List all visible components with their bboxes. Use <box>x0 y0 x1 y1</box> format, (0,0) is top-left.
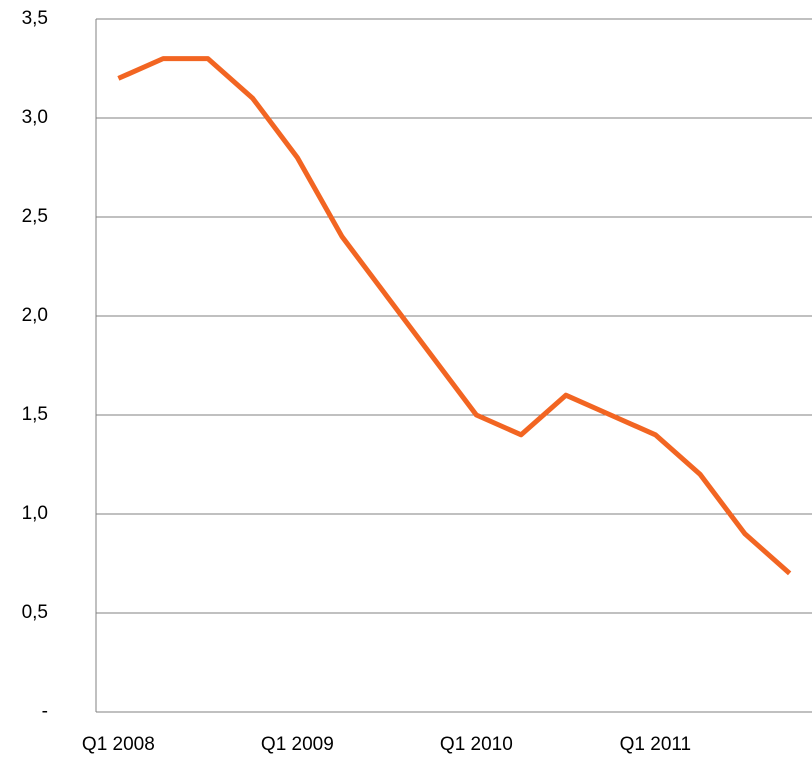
y-tick-label: 2,5 <box>22 206 48 227</box>
y-tick-label: 0,5 <box>22 602 48 623</box>
x-tick-label: Q1 2011 <box>620 734 691 755</box>
y-tick-label: 3,0 <box>22 107 48 128</box>
y-tick-label: 3,5 <box>22 8 48 29</box>
y-tick-label: 2,0 <box>22 305 48 326</box>
x-tick-label: Q1 2008 <box>82 734 155 755</box>
y-tick-label: 1,5 <box>22 404 48 425</box>
y-tick-label: 1,0 <box>22 503 48 524</box>
data-line <box>117 56 792 576</box>
x-tick-label: Q1 2009 <box>261 734 334 755</box>
x-tick-label: Q1 2010 <box>440 734 513 755</box>
y-tick-label: - <box>42 701 48 722</box>
